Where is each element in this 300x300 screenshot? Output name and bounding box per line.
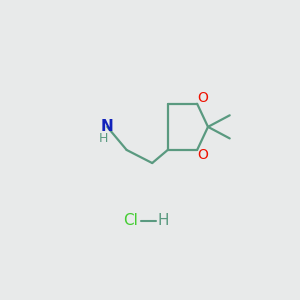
Text: O: O [197, 148, 208, 162]
Text: H: H [157, 213, 169, 228]
Text: O: O [197, 91, 208, 105]
Text: N: N [101, 119, 114, 134]
Text: Cl: Cl [123, 213, 138, 228]
Text: H: H [99, 132, 108, 145]
